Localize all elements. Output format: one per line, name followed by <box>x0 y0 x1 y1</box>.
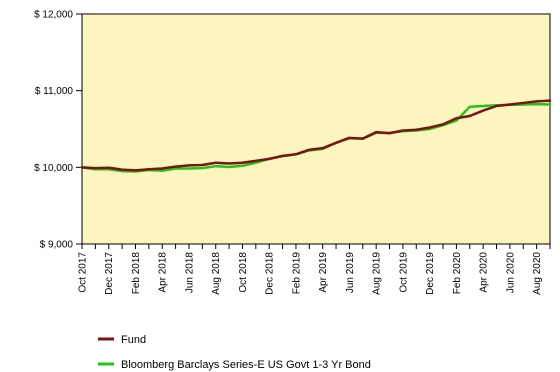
x-tick-label: Apr 2020 <box>479 252 490 293</box>
legend: Fund Bloomberg Barclays Series-E US Govt… <box>98 334 371 371</box>
x-tick-label: Jun 2018 <box>184 252 195 294</box>
y-tick-label: $ 12,000 <box>34 10 73 21</box>
x-tick-label: Jun 2020 <box>505 252 516 294</box>
x-tick-label: Feb 2020 <box>452 252 463 295</box>
x-tick-label: Dec 2017 <box>104 252 115 295</box>
x-tick-label: Dec 2019 <box>425 252 436 295</box>
x-tick-label: Apr 2019 <box>318 252 329 293</box>
x-tick-label: Aug 2020 <box>532 252 543 295</box>
x-tick-label: Aug 2018 <box>211 252 222 295</box>
x-tick-label: Dec 2018 <box>265 252 276 295</box>
y-tick-label: $ 10,000 <box>34 163 73 174</box>
x-tick-label: Feb 2018 <box>131 252 142 295</box>
legend-label-benchmark: Bloomberg Barclays Series-E US Govt 1-3 … <box>121 359 371 371</box>
x-axis: Oct 2017 Dec 2017 Feb 2018 Apr 2018 Jun 2018… <box>78 244 551 295</box>
legend-label-fund: Fund <box>121 334 146 346</box>
x-tick-label: Oct 2017 <box>78 252 89 293</box>
x-tick-label: Oct 2018 <box>238 252 249 293</box>
x-tick-label: Feb 2019 <box>291 252 302 295</box>
y-axis: $ 9,000 $ 10,000 $ 11,000 $ 12,000 <box>34 10 82 251</box>
x-tick-label: Oct 2019 <box>398 252 409 293</box>
y-tick-label: $ 11,000 <box>35 86 74 97</box>
x-tick-label: Aug 2019 <box>372 252 383 295</box>
y-tick-label: $ 9,000 <box>40 240 74 251</box>
x-tick-label: Jun 2019 <box>345 252 356 294</box>
series-line-fund <box>80 99 552 172</box>
x-tick-label: Apr 2018 <box>158 252 169 293</box>
plot-area <box>81 13 551 245</box>
series-layer <box>80 99 552 173</box>
